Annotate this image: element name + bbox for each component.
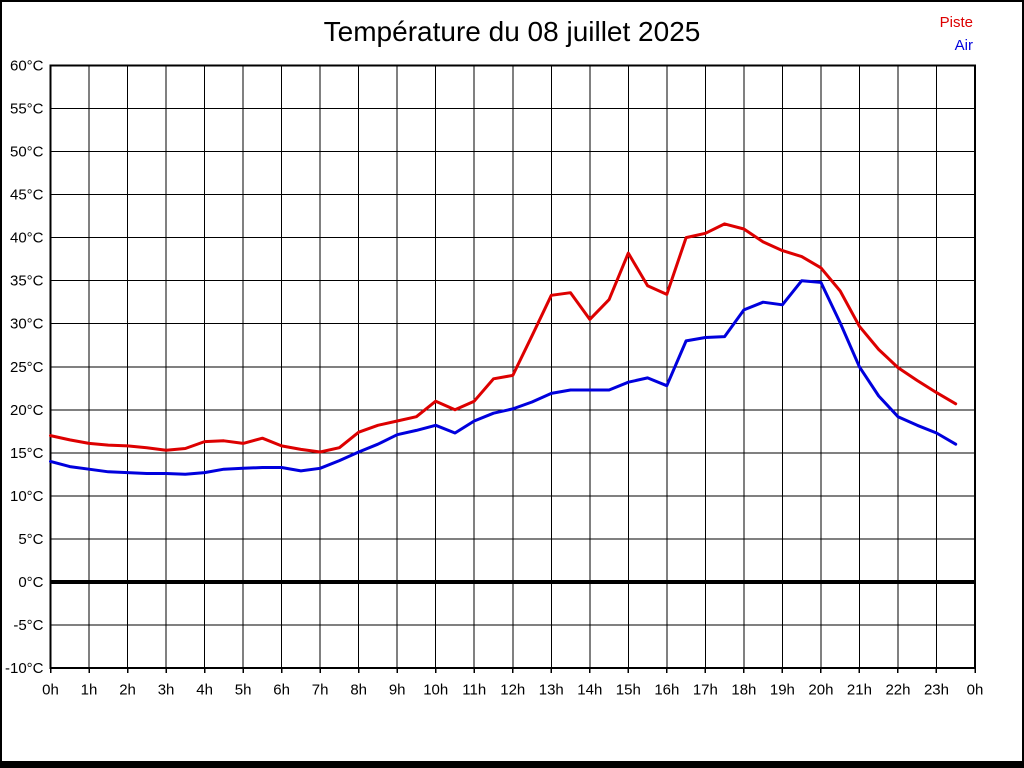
page-title: Température du 08 juillet 2025	[323, 16, 701, 47]
x-tick-label: 2h	[119, 681, 136, 698]
x-tick-label: 3h	[158, 681, 175, 698]
x-tick-label: 16h	[654, 681, 679, 698]
x-tick-label: 6h	[273, 681, 290, 698]
y-tick-label: 25°C	[10, 359, 44, 376]
legend-label-air: Air	[954, 37, 973, 54]
x-tick-label: 1h	[81, 681, 98, 698]
y-tick-label: 15°C	[10, 445, 44, 462]
x-tick-label: 20h	[808, 681, 833, 698]
x-tick-label: 8h	[350, 681, 367, 698]
x-tick-label: 7h	[312, 681, 329, 698]
x-tick-label: 18h	[731, 681, 756, 698]
y-tick-label: 35°C	[10, 273, 44, 290]
x-tick-label: 11h	[462, 681, 486, 698]
x-tick-label: 23h	[924, 681, 949, 698]
y-tick-label: 50°C	[10, 144, 44, 161]
x-tick-label: 12h	[500, 681, 525, 698]
legend: Piste Air	[940, 11, 973, 57]
y-tick-label: 30°C	[10, 316, 44, 333]
y-tick-label: 20°C	[10, 402, 44, 419]
y-tick-label: 45°C	[10, 187, 44, 204]
x-tick-label: 10h	[423, 681, 448, 698]
x-tick-label: 19h	[770, 681, 795, 698]
window-frame-bottom	[0, 761, 1024, 768]
x-tick-label: 0h	[42, 681, 59, 698]
x-tick-label: 14h	[577, 681, 602, 698]
y-tick-label: 55°C	[10, 101, 44, 118]
x-tick-label: 4h	[196, 681, 213, 698]
y-tick-label: 10°C	[10, 488, 44, 505]
piste-line	[49, 222, 958, 454]
y-tick-label: 0°C	[18, 574, 43, 591]
x-tick-label: 0h	[967, 681, 984, 698]
x-tick-label: 22h	[885, 681, 910, 698]
x-tick-label: 17h	[693, 681, 718, 698]
y-tick-label: 60°C	[10, 58, 44, 75]
air-line	[49, 279, 958, 476]
x-tick-label: 9h	[389, 681, 406, 698]
legend-item-air: Air	[940, 34, 973, 57]
legend-item-piste: Piste	[940, 11, 973, 34]
y-tick-label: 5°C	[18, 531, 43, 548]
x-tick-label: 13h	[539, 681, 564, 698]
y-tick-label: 40°C	[10, 230, 44, 247]
x-tick-label: 21h	[847, 681, 872, 698]
x-tick-label: 15h	[616, 681, 641, 698]
y-tick-label: -10°C	[5, 660, 44, 677]
x-tick-label: 5h	[235, 681, 252, 698]
y-tick-label: -5°C	[13, 617, 43, 634]
legend-label-piste: Piste	[939, 14, 973, 31]
